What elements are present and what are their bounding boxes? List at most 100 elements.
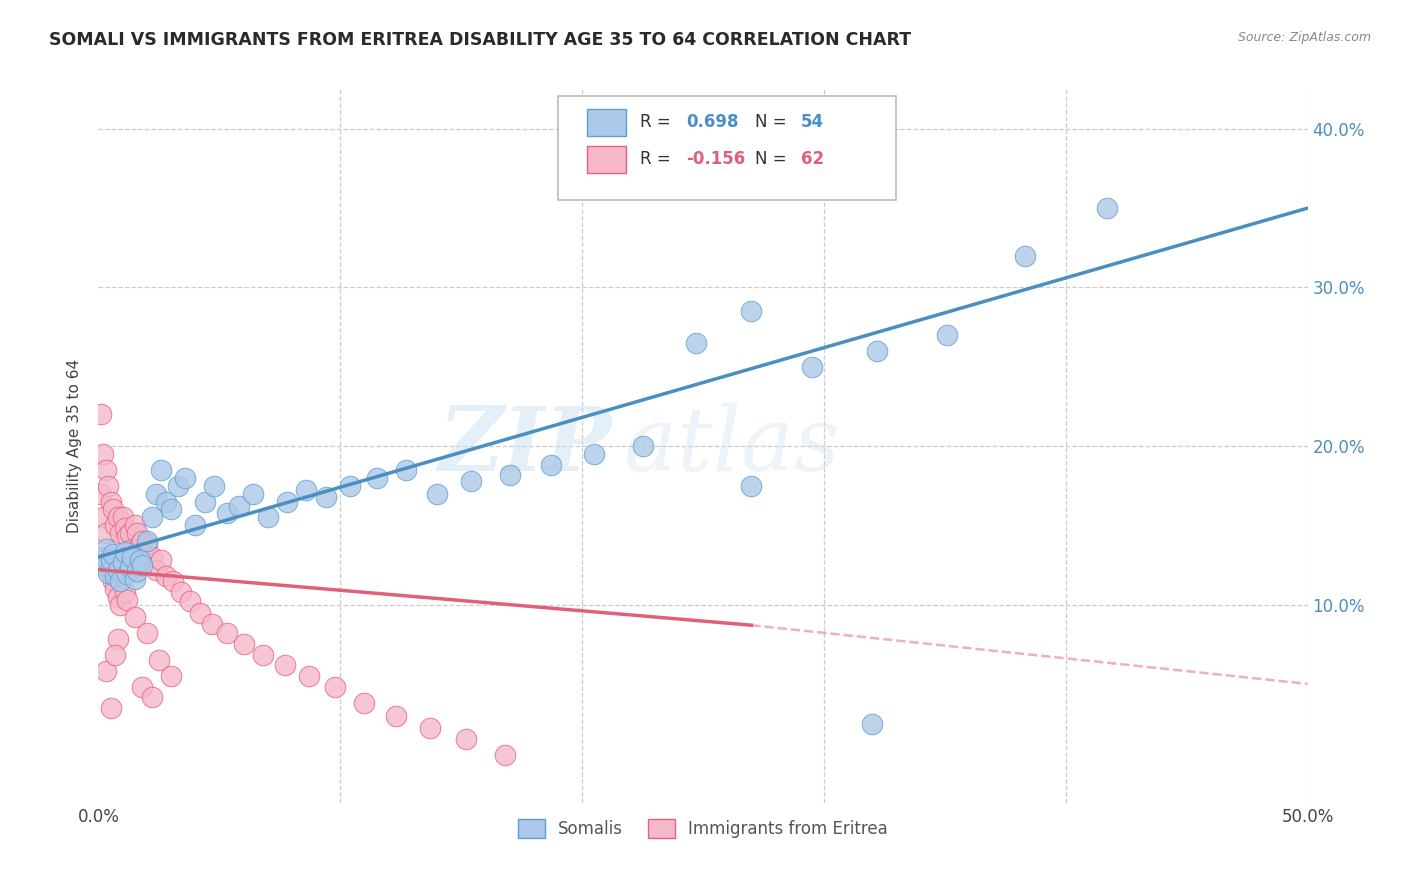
Point bbox=[256, 510, 278, 524]
Point bbox=[188, 606, 211, 620]
Point bbox=[100, 566, 122, 580]
Point bbox=[128, 537, 150, 551]
Point bbox=[800, 359, 823, 374]
Point bbox=[460, 474, 482, 488]
Point bbox=[184, 518, 207, 533]
Text: SOMALI VS IMMIGRANTS FROM ERITREA DISABILITY AGE 35 TO 64 CORRELATION CHART: SOMALI VS IMMIGRANTS FROM ERITREA DISABI… bbox=[49, 31, 911, 49]
Point bbox=[215, 626, 238, 640]
Text: N =: N = bbox=[755, 113, 792, 131]
Point bbox=[160, 669, 183, 683]
Point bbox=[353, 696, 375, 710]
Point bbox=[162, 574, 184, 588]
Point bbox=[1095, 201, 1118, 215]
Point bbox=[150, 463, 173, 477]
Text: ZIP: ZIP bbox=[439, 403, 613, 489]
Point bbox=[104, 648, 127, 663]
Legend: Somalis, Immigrants from Eritrea: Somalis, Immigrants from Eritrea bbox=[512, 812, 894, 845]
Point bbox=[134, 547, 156, 561]
Point bbox=[94, 542, 117, 557]
Point bbox=[107, 632, 129, 647]
Point bbox=[298, 669, 321, 683]
Point bbox=[167, 478, 190, 492]
Text: Source: ZipAtlas.com: Source: ZipAtlas.com bbox=[1237, 31, 1371, 45]
Text: atlas: atlas bbox=[624, 402, 841, 490]
Text: 54: 54 bbox=[801, 113, 824, 131]
Point bbox=[97, 478, 120, 492]
FancyBboxPatch shape bbox=[558, 96, 897, 200]
Point bbox=[740, 478, 762, 492]
Point bbox=[866, 343, 889, 358]
Point bbox=[104, 582, 127, 596]
Point bbox=[252, 648, 274, 663]
Text: R =: R = bbox=[640, 150, 676, 168]
Point bbox=[101, 547, 124, 561]
Point bbox=[498, 467, 520, 482]
Point bbox=[107, 590, 129, 604]
Point bbox=[339, 478, 361, 492]
Point bbox=[107, 510, 129, 524]
Point bbox=[100, 494, 122, 508]
Point bbox=[860, 716, 883, 731]
Point bbox=[100, 553, 122, 567]
Point bbox=[454, 732, 477, 747]
Point bbox=[145, 486, 167, 500]
Point bbox=[91, 510, 114, 524]
Point bbox=[169, 585, 191, 599]
Point bbox=[936, 328, 959, 343]
Point bbox=[385, 708, 408, 723]
Point bbox=[111, 510, 134, 524]
Point bbox=[273, 657, 295, 672]
Point bbox=[128, 553, 150, 567]
Point bbox=[90, 486, 112, 500]
Point bbox=[131, 680, 153, 694]
Point bbox=[141, 690, 163, 704]
Text: R =: R = bbox=[640, 113, 676, 131]
Point bbox=[100, 700, 122, 714]
Point bbox=[94, 463, 117, 477]
Point bbox=[583, 447, 606, 461]
Point bbox=[91, 558, 114, 572]
Point bbox=[174, 471, 197, 485]
Point bbox=[131, 534, 153, 549]
Point bbox=[104, 518, 127, 533]
Point bbox=[135, 537, 157, 551]
Point bbox=[325, 680, 347, 694]
Point bbox=[114, 521, 136, 535]
Point bbox=[160, 502, 183, 516]
Point bbox=[117, 592, 139, 607]
Point bbox=[90, 549, 112, 564]
Point bbox=[426, 486, 449, 500]
Point bbox=[135, 534, 157, 549]
Point bbox=[148, 653, 170, 667]
Point bbox=[111, 555, 134, 569]
Point bbox=[114, 585, 136, 599]
Point bbox=[94, 526, 117, 541]
Text: 62: 62 bbox=[801, 150, 824, 168]
Text: 0.698: 0.698 bbox=[686, 113, 738, 131]
Point bbox=[107, 563, 129, 577]
Point bbox=[394, 463, 416, 477]
FancyBboxPatch shape bbox=[586, 146, 626, 173]
Point bbox=[232, 637, 254, 651]
Point bbox=[114, 545, 136, 559]
Point bbox=[90, 407, 112, 421]
Point bbox=[150, 553, 173, 567]
Point bbox=[179, 594, 201, 608]
Point bbox=[215, 506, 238, 520]
Point bbox=[631, 439, 654, 453]
Point bbox=[108, 526, 131, 541]
Point bbox=[101, 574, 124, 588]
Text: N =: N = bbox=[755, 150, 792, 168]
Point bbox=[101, 502, 124, 516]
Point bbox=[91, 447, 114, 461]
Point bbox=[419, 721, 441, 735]
Point bbox=[141, 510, 163, 524]
Point bbox=[141, 549, 163, 564]
Point bbox=[540, 458, 562, 472]
Point bbox=[108, 574, 131, 588]
Point bbox=[276, 494, 298, 508]
Y-axis label: Disability Age 35 to 64: Disability Age 35 to 64 bbox=[67, 359, 83, 533]
Point bbox=[740, 304, 762, 318]
Point bbox=[131, 558, 153, 572]
Text: -0.156: -0.156 bbox=[686, 150, 745, 168]
